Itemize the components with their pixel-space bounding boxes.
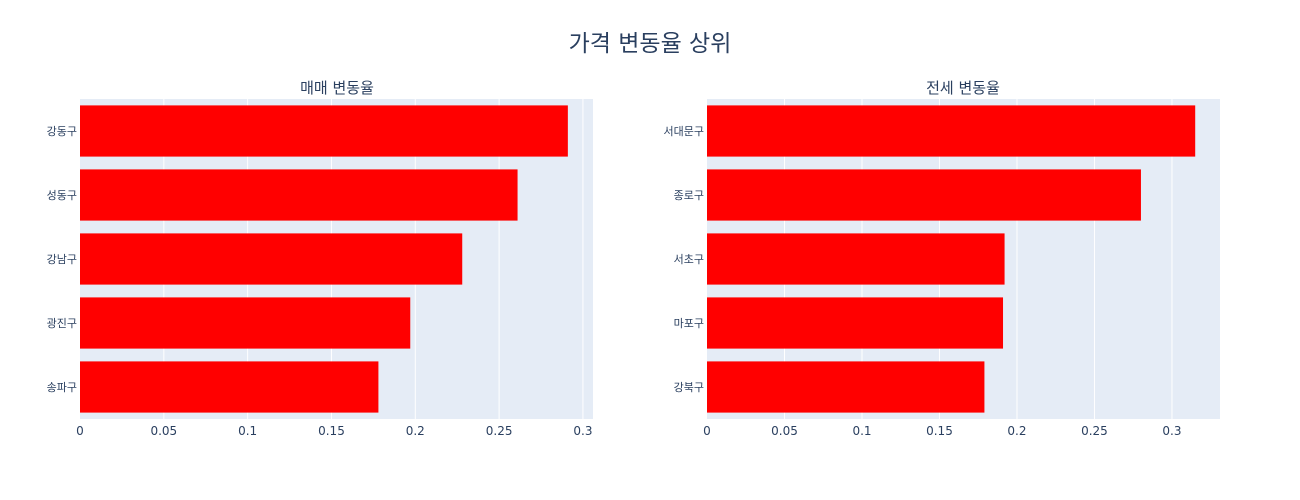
y-tick-label: 강동구 [47, 125, 77, 138]
x-tick-label: 0.1 [852, 424, 871, 438]
subplot-title-jeonse: 전세 변동율 [926, 79, 1000, 97]
bar [80, 361, 379, 413]
subplot-title-sale: 매매 변동율 [300, 79, 374, 97]
bar [80, 169, 518, 221]
y-tick-label: 서초구 [674, 253, 704, 266]
x-tick-label: 0.05 [150, 424, 177, 438]
x-tick-label: 0.3 [573, 424, 592, 438]
x-tick-label: 0 [703, 424, 711, 438]
y-tick-label: 서대문구 [664, 125, 704, 138]
bar [707, 297, 1004, 349]
y-tick-label: 종로구 [674, 189, 704, 202]
x-tick-label: 0.15 [318, 424, 345, 438]
y-tick-label: 광진구 [47, 317, 77, 330]
x-tick-label: 0.15 [926, 424, 953, 438]
bar [707, 361, 985, 413]
bar [80, 105, 568, 157]
x-tick-label: 0.1 [238, 424, 257, 438]
bar [707, 105, 1196, 157]
y-tick-label: 마포구 [674, 317, 704, 330]
x-tick-label: 0.25 [1081, 424, 1108, 438]
x-tick-label: 0.3 [1162, 424, 1181, 438]
x-tick-label: 0.2 [1007, 424, 1026, 438]
x-tick-label: 0.05 [771, 424, 798, 438]
x-tick-label: 0.2 [406, 424, 425, 438]
bar [80, 233, 463, 285]
y-tick-label: 강북구 [674, 381, 704, 394]
x-tick-label: 0.25 [486, 424, 513, 438]
bar [707, 169, 1141, 221]
chart-title: 가격 변동율 상위 [568, 31, 732, 57]
y-tick-label: 강남구 [47, 253, 77, 266]
x-tick-label: 0 [76, 424, 84, 438]
y-tick-label: 송파구 [47, 381, 77, 394]
bar [80, 297, 411, 349]
panel-jeonse-rate: 전세 변동율 0 0.05 0.1 0.15 0.2 0.25 0.3 서대문구종로구서초구마… [664, 79, 1220, 438]
bar [707, 233, 1005, 285]
y-tick-label: 성동구 [47, 189, 77, 202]
panel-sale-rate: 매매 변동율 0 0.05 0.1 0.15 0.2 0.25 0.3 강동구성동구강남구광진… [47, 79, 593, 438]
